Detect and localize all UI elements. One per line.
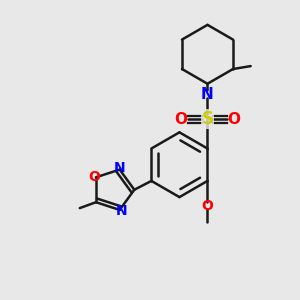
Text: N: N (114, 161, 125, 175)
Text: O: O (88, 170, 101, 184)
Text: O: O (202, 199, 213, 213)
Text: S: S (202, 110, 214, 128)
Text: O: O (227, 112, 241, 127)
Text: O: O (175, 112, 188, 127)
Text: N: N (115, 204, 127, 218)
Text: N: N (201, 87, 214, 102)
